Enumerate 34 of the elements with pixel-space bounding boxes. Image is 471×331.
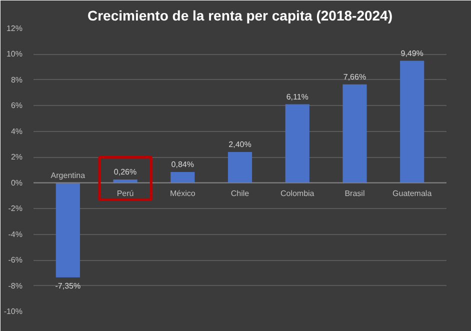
y-tick-label: 8% [10,75,22,84]
data-label: 7,66% [343,72,366,82]
x-tick-label: Perú [116,188,134,198]
y-tick-label: -8% [8,281,23,290]
y-tick-label: 2% [10,152,22,162]
y-tick-label: -10% [4,307,23,316]
x-tick-label: Argentina [50,170,86,180]
bar [113,180,138,183]
y-tick-label: 12% [6,24,23,33]
y-tick-label: -2% [8,204,23,214]
bar [342,84,367,183]
x-tick-label: México [170,188,196,198]
chart-title: Crecimiento de la renta per capita (2018-2024) [87,8,393,24]
bar [170,172,195,183]
data-label: -7,35% [55,281,81,290]
data-label: 9,49% [400,48,424,58]
bar [400,60,424,183]
data-label: 6,11% [286,92,308,102]
data-label: 0,26% [114,168,137,177]
bar [56,182,80,278]
data-label: 0,84% [171,160,194,170]
data-label: 2,40% [228,140,252,149]
x-tick-label: Chile [230,188,250,198]
y-tick-label: 4% [10,126,22,136]
x-tick-label: Colombia [280,188,315,198]
y-tick-label: 0% [10,178,22,188]
x-tick-label: Guatemala [392,188,432,198]
y-tick-label: 6% [10,101,22,110]
bar [285,104,310,183]
y-tick-label: -6% [8,256,23,265]
bar [228,152,252,183]
y-tick-label: -4% [8,230,23,239]
y-tick-label: 10% [6,50,23,59]
x-tick-label: Brasil [344,188,365,198]
